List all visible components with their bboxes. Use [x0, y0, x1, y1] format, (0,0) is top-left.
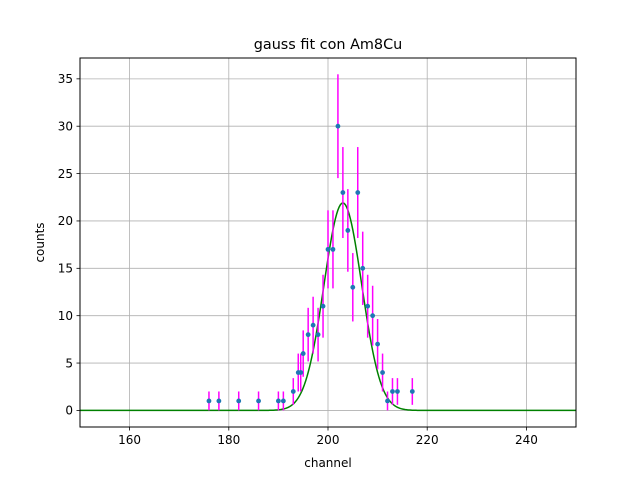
- y-axis-ticks: 0 5 10 15 20 25 30 35: [58, 72, 80, 418]
- data-point: [280, 398, 286, 404]
- data-point: [315, 332, 321, 338]
- data-point: [385, 398, 390, 404]
- data-point: [298, 370, 304, 375]
- data-point: [345, 228, 351, 233]
- data-point: [380, 370, 385, 375]
- x-axis-label: channel: [304, 456, 351, 470]
- data-point: [340, 190, 346, 195]
- data-point: [216, 398, 222, 404]
- x-tick-label: 220: [416, 433, 439, 447]
- y-tick-label: 10: [58, 309, 73, 323]
- data-point: [355, 190, 361, 195]
- data-point: [320, 303, 326, 309]
- data-point: [335, 123, 341, 129]
- data-point: [390, 389, 395, 394]
- data-point: [360, 265, 366, 271]
- data-point: [409, 389, 415, 394]
- x-tick-label: 240: [515, 433, 538, 447]
- data-point: [350, 284, 356, 290]
- data-point: [256, 398, 261, 404]
- x-tick-label: 200: [317, 433, 340, 447]
- y-axis-label: counts: [33, 222, 47, 262]
- y-tick-label: 25: [58, 167, 73, 181]
- y-tick-label: 30: [58, 120, 73, 134]
- y-tick-label: 15: [58, 262, 73, 276]
- data-point: [365, 303, 371, 309]
- data-point: [395, 389, 400, 394]
- data-points-layer: [206, 123, 415, 404]
- x-axis-ticks: 160 180 200 220 240: [118, 427, 538, 447]
- data-point: [290, 389, 296, 394]
- y-tick-label: 35: [58, 72, 73, 86]
- data-point: [300, 351, 306, 356]
- data-point: [325, 246, 331, 252]
- data-point: [276, 398, 281, 404]
- data-point: [305, 332, 311, 338]
- y-tick-label: 5: [65, 356, 73, 370]
- y-tick-label: 20: [58, 214, 73, 228]
- y-tick-label: 0: [65, 404, 73, 418]
- x-tick-label: 180: [217, 433, 240, 447]
- data-point: [370, 313, 376, 319]
- data-point: [206, 398, 212, 404]
- data-point: [310, 322, 316, 328]
- data-point: [375, 341, 380, 347]
- x-tick-label: 160: [118, 433, 141, 447]
- data-point: [330, 246, 336, 252]
- data-point: [236, 398, 242, 404]
- chart-title: gauss fit con Am8Cu: [254, 37, 403, 53]
